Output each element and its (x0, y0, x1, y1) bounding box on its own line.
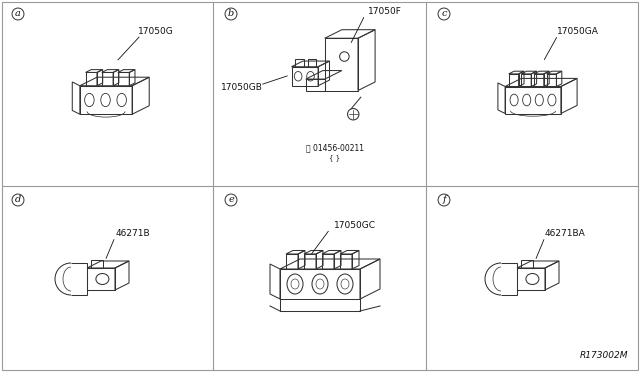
Text: c: c (441, 10, 447, 19)
Text: f: f (442, 196, 446, 205)
Text: 46271B: 46271B (116, 228, 150, 237)
Text: 46271BA: 46271BA (545, 228, 586, 237)
Text: e: e (228, 196, 234, 205)
Text: 17050G: 17050G (138, 28, 174, 36)
Text: Ⓢ 01456-00211: Ⓢ 01456-00211 (306, 144, 364, 153)
Text: { }: { } (330, 155, 340, 161)
Text: a: a (15, 10, 21, 19)
Text: 17050GA: 17050GA (557, 28, 599, 36)
Text: 17050F: 17050F (368, 7, 402, 16)
Text: 17050GB: 17050GB (221, 83, 263, 93)
Text: d: d (15, 196, 21, 205)
Text: R173002M: R173002M (579, 351, 628, 360)
Text: 17050GC: 17050GC (334, 221, 376, 231)
Text: b: b (228, 10, 234, 19)
